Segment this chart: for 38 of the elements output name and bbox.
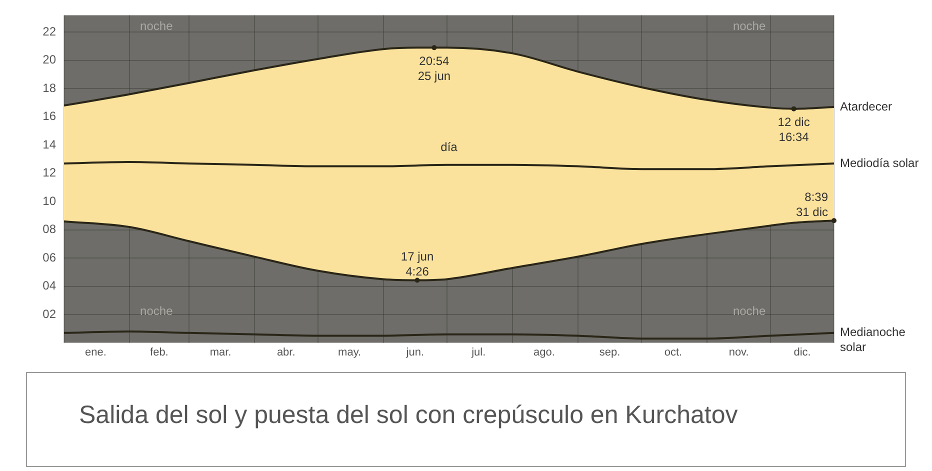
text: Salida del sol y puesta del sol con crepúsculo en Kurchatov — [79, 401, 738, 430]
x-tick-label: jul. — [470, 346, 486, 358]
y-tick-label: 22 — [42, 24, 56, 38]
x-tick-label: sep. — [599, 346, 620, 358]
series-label: Mediodía solar — [840, 156, 919, 170]
y-tick-label: 02 — [42, 306, 56, 321]
y-tick-label: 08 — [42, 222, 56, 236]
x-tick-label: abr. — [276, 346, 296, 358]
annotation: 17 jun 4:26 — [400, 250, 434, 279]
annotation: noche — [140, 304, 174, 318]
y-tick-label: 06 — [42, 250, 56, 264]
annotation: noche — [732, 304, 766, 318]
x-tick-label: mar. — [210, 346, 232, 358]
annotation: 20:54 25 jun — [418, 54, 451, 83]
x-tick-label: feb. — [150, 346, 168, 358]
annotation: noche — [140, 18, 174, 33]
y-tick-label: 18 — [42, 80, 56, 95]
y-tick-label: 16 — [42, 109, 56, 124]
annotation: día — [440, 140, 458, 154]
x-tick-label: ago. — [533, 346, 555, 358]
series-label: Medianoche solar — [840, 325, 906, 354]
y-tick-label: 14 — [42, 137, 56, 152]
y-tick-label: 12 — [42, 166, 56, 180]
y-tick-label: 20 — [42, 52, 56, 67]
annotation: 8:39 31 dic — [796, 190, 828, 219]
series-label: Atardecer — [840, 99, 892, 114]
x-tick-label: ene. — [85, 346, 106, 358]
point — [414, 278, 420, 283]
x-tick-label: dic. — [794, 346, 811, 358]
x-tick-label: oct. — [664, 346, 682, 358]
x-tick-label: nov. — [728, 346, 749, 358]
x-tick-label: jun. — [405, 346, 424, 358]
annotation: noche — [732, 18, 766, 33]
y-tick-label: 10 — [42, 194, 56, 208]
y-tick-label: 04 — [42, 278, 56, 293]
annotation: 12 dic 16:34 — [778, 115, 810, 144]
x-tick-label: may. — [338, 346, 362, 358]
point — [832, 218, 836, 224]
